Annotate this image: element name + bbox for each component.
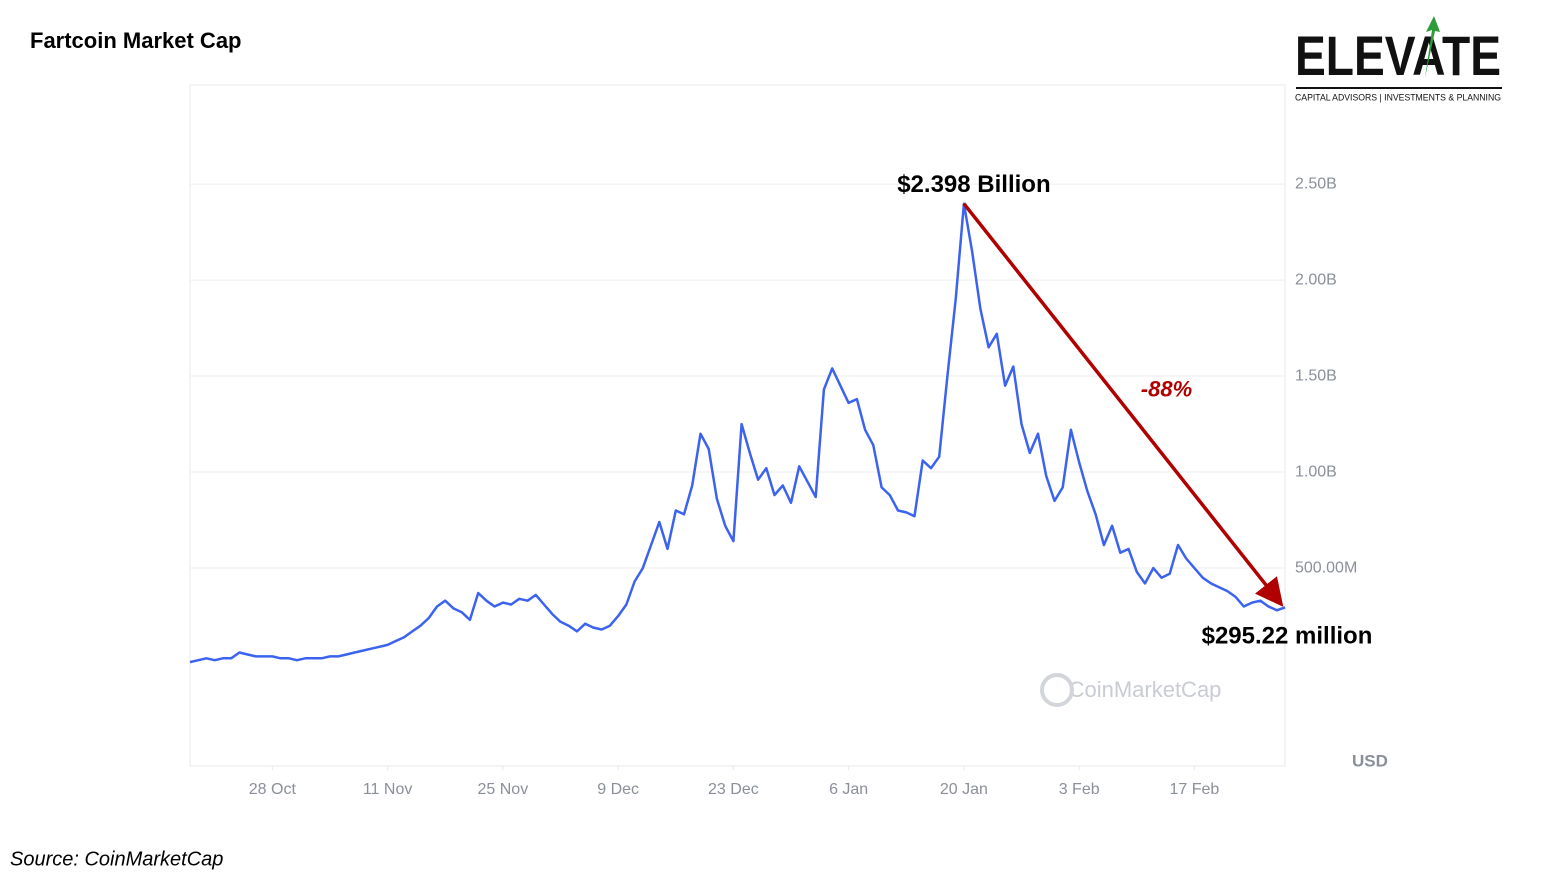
x-tick-label: 23 Dec — [708, 781, 759, 798]
chart-title: Fartcoin Market Cap — [30, 28, 242, 53]
x-tick-label: 9 Dec — [597, 781, 639, 798]
y-unit: USD — [1352, 751, 1388, 770]
logo-tagline: CAPITAL ADVISORS | INVESTMENTS & PLANNIN… — [1295, 92, 1501, 102]
y-tick-label: 500.00M — [1295, 559, 1357, 576]
plot-area — [189, 84, 1286, 767]
x-tick-label: 3 Feb — [1059, 781, 1100, 798]
y-tick-label: 2.00B — [1295, 271, 1337, 288]
x-tick-label: 11 Nov — [363, 781, 413, 798]
y-tick-label: 2.50B — [1295, 175, 1337, 192]
peak-label: $2.398 Billion — [897, 171, 1050, 198]
watermark: CoinMarketCap — [1069, 677, 1222, 702]
change-label: -88% — [1141, 376, 1192, 401]
last-label: $295.22 million — [1202, 623, 1373, 650]
line — [189, 202, 1286, 664]
logo-arrow — [1425, 16, 1440, 78]
x-tick-label: 25 Nov — [478, 781, 529, 798]
y-tick-label: 1.50B — [1295, 367, 1337, 384]
x-tick-label: 17 Feb — [1170, 781, 1220, 798]
source: Source: CoinMarketCap — [10, 848, 223, 870]
x-tick-label: 6 Jan — [829, 781, 868, 798]
change-arrow — [962, 202, 1284, 607]
x-tick-label: 28 Oct — [249, 781, 297, 798]
y-tick-label: 1.00B — [1295, 463, 1337, 480]
x-tick-label: 20 Jan — [940, 781, 988, 798]
watermark-logo — [1040, 673, 1074, 707]
logo-name: ELEVATE — [1295, 24, 1501, 87]
